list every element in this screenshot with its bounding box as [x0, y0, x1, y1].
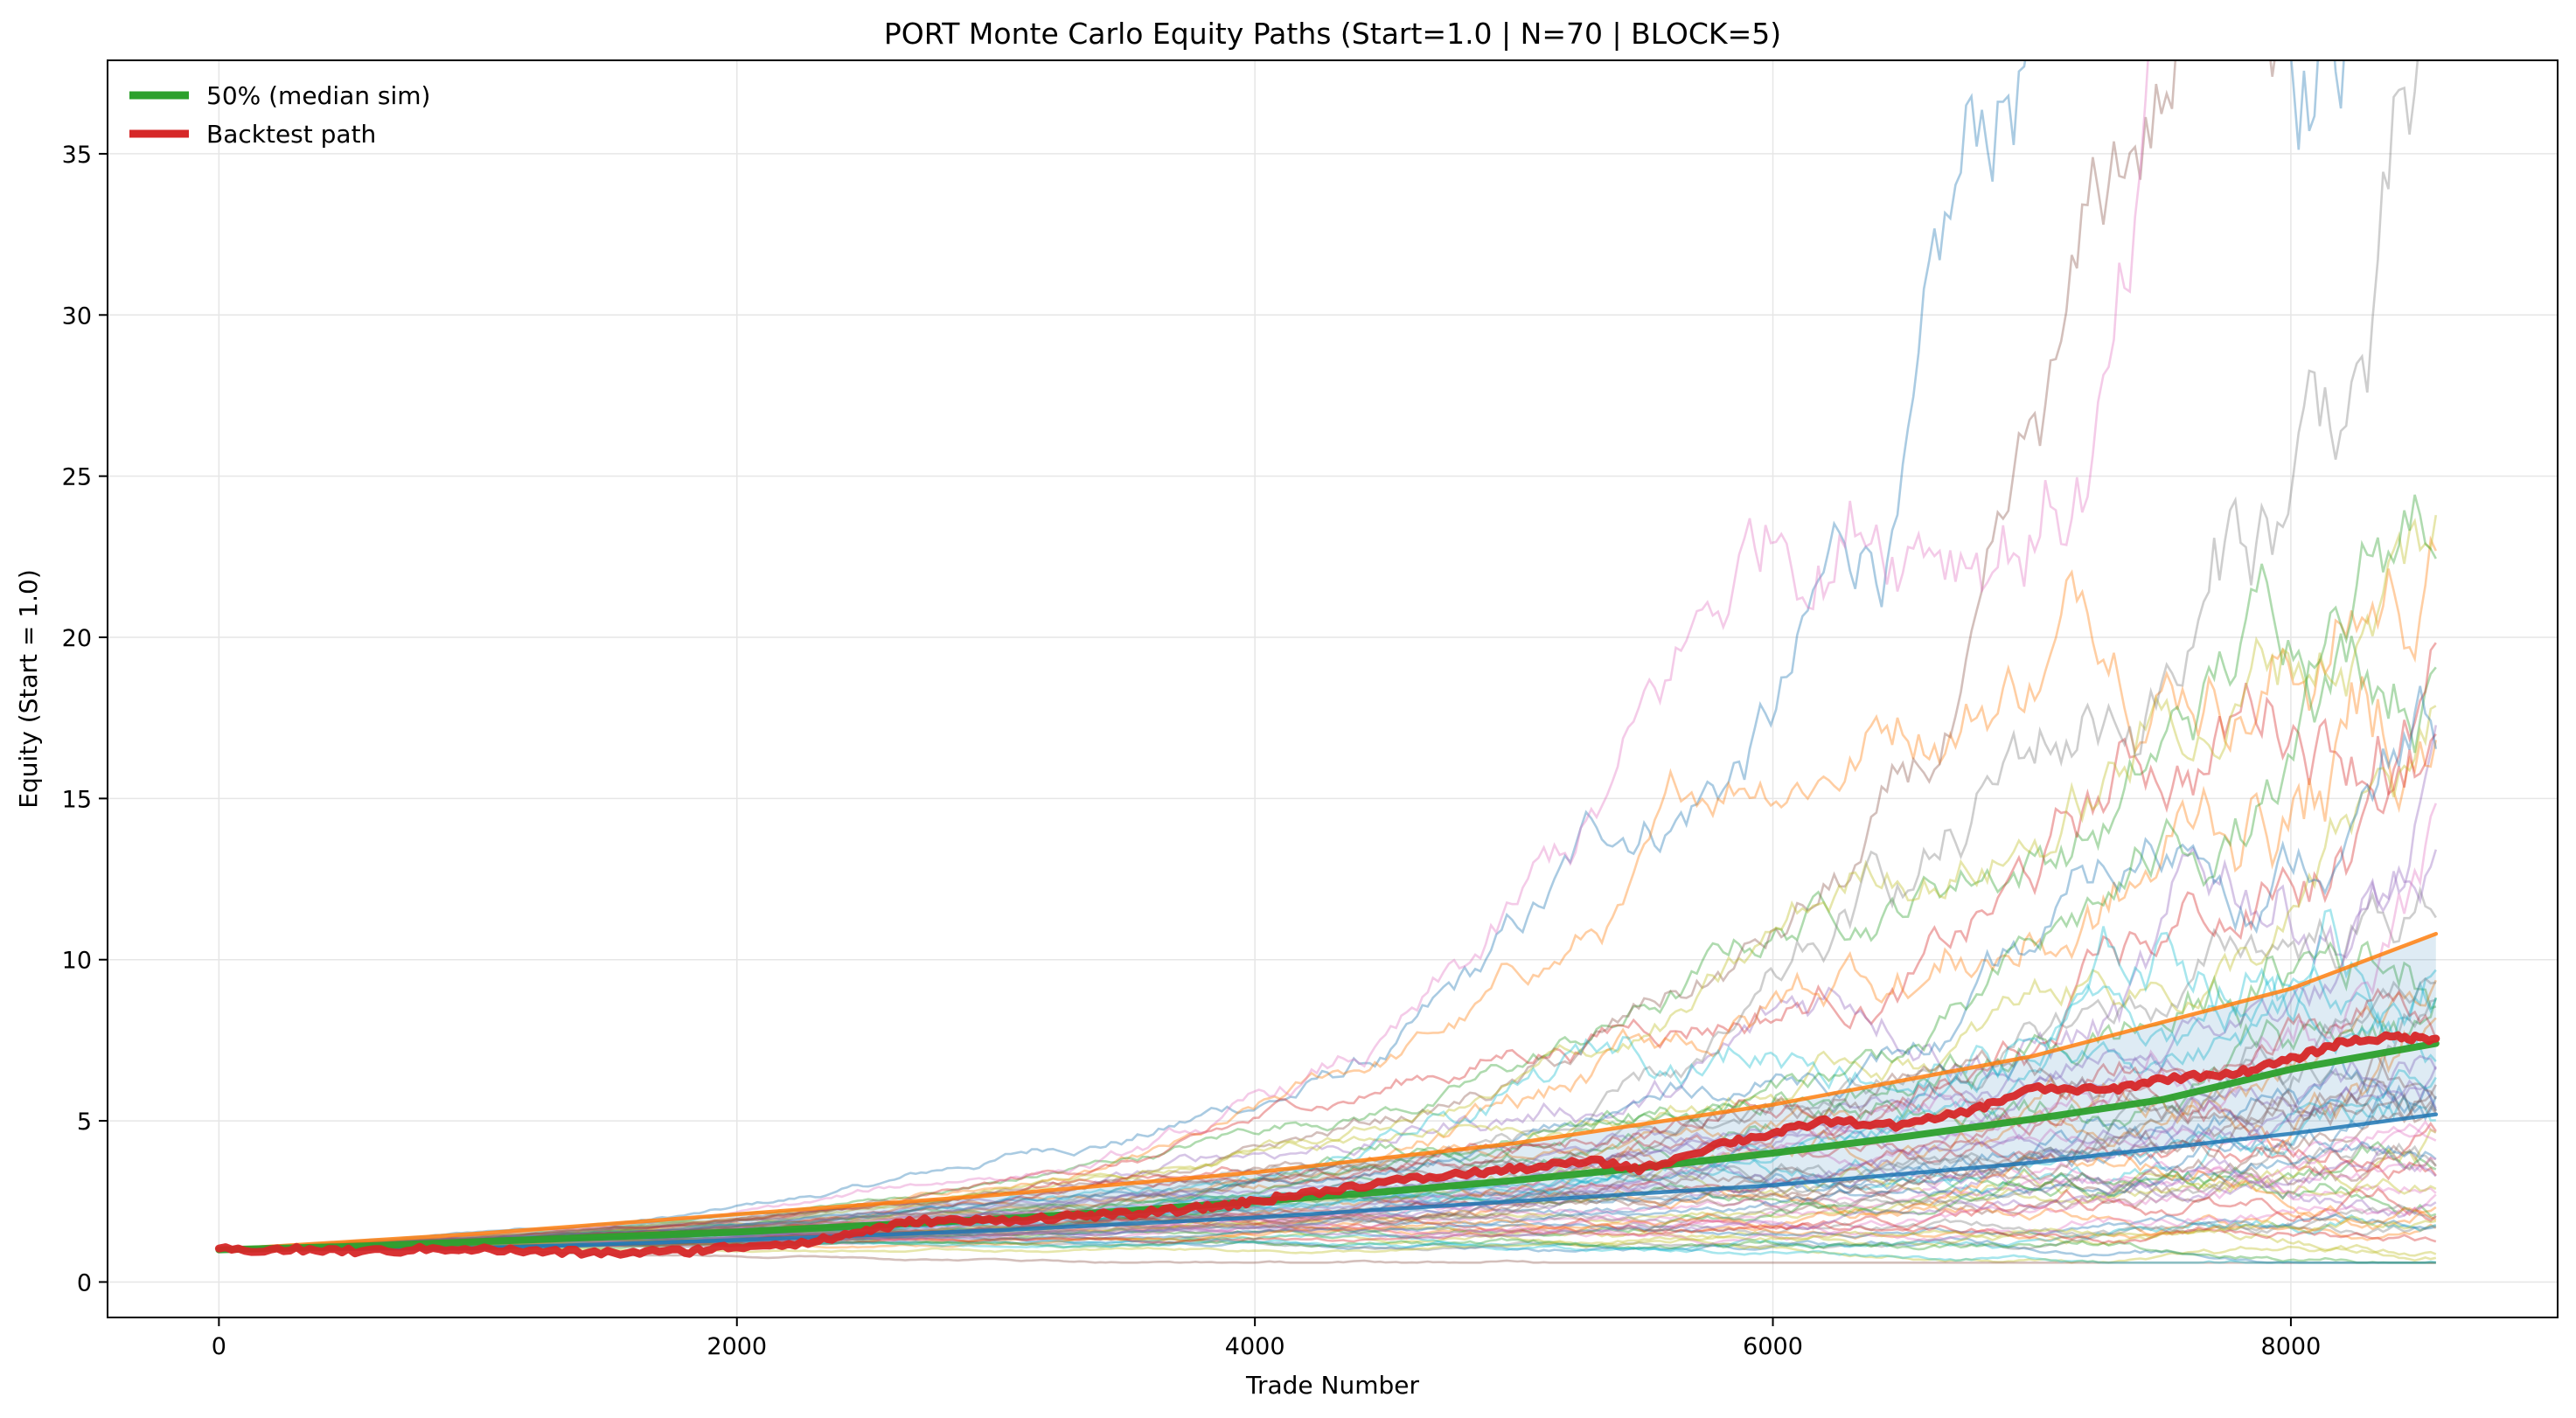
- x-tick-label: 2000: [707, 1333, 767, 1360]
- percentile-band: [219, 934, 2436, 1250]
- sim-path-line: [219, 60, 2276, 1251]
- sim-path-line: [219, 514, 2438, 1251]
- y-tick-label: 20: [62, 625, 92, 652]
- y-tick-label: 5: [77, 1109, 92, 1136]
- y-tick-label: 25: [62, 464, 92, 491]
- backtest-path-line: [214, 1031, 2440, 1259]
- sim-path-line: [219, 1161, 2437, 1252]
- sim-path-line: [219, 1123, 2437, 1251]
- sim-path-line: [219, 1080, 2437, 1251]
- y-tick-label: 30: [62, 302, 92, 330]
- sim-path-line: [219, 563, 2437, 1252]
- x-axis-ticks: 0 2000 4000 6000 8000: [212, 1317, 2322, 1360]
- y-axis-ticks: 0 5 10 15 20 25 30 35: [62, 142, 108, 1296]
- x-tick-label: 4000: [1225, 1333, 1285, 1360]
- sim-path-line: [219, 60, 2149, 1251]
- plot-frame: [107, 59, 2559, 1318]
- sim-path-line: [219, 725, 2438, 1252]
- lower-percentile-line: [217, 1112, 2439, 1252]
- x-axis-label: Trade Number: [1245, 1371, 1420, 1400]
- plot-area: [214, 60, 2440, 1264]
- sim-path-line: [219, 676, 2438, 1252]
- upper-percentile-line: [217, 931, 2439, 1252]
- series-layer: [214, 931, 2440, 1259]
- sim-path-line: [219, 1084, 2437, 1251]
- y-tick-label: 10: [62, 948, 92, 975]
- x-tick-label: 6000: [1743, 1333, 1803, 1360]
- sim-path-line: [219, 1170, 2437, 1252]
- sim-path-line: [219, 973, 2437, 1251]
- legend: 50% (median sim) Backtest path: [129, 81, 430, 149]
- sim-path-line: [219, 1144, 2437, 1251]
- sim-path-line: [219, 1193, 2437, 1251]
- legend-label-backtest: Backtest path: [206, 120, 376, 149]
- sim-path-line: [219, 705, 2437, 1251]
- sim-path-line: [219, 642, 2437, 1251]
- percentile-band-layer: [219, 934, 2436, 1250]
- chart-title: PORT Monte Carlo Equity Paths (Start=1.0…: [884, 17, 1781, 51]
- sim-path-line: [219, 908, 2437, 1251]
- sim-path-line: [219, 1060, 2437, 1252]
- y-tick-label: 35: [62, 142, 92, 169]
- x-tick-label: 0: [212, 1333, 226, 1360]
- y-tick-label: 15: [62, 786, 92, 813]
- x-tick-label: 8000: [2261, 1333, 2322, 1360]
- legend-label-median: 50% (median sim): [206, 81, 430, 110]
- sim-path-line: [219, 535, 2437, 1252]
- y-tick-label: 0: [77, 1269, 92, 1296]
- grid: [108, 60, 2558, 1317]
- y-axis-label: Equity (Start = 1.0): [14, 569, 43, 808]
